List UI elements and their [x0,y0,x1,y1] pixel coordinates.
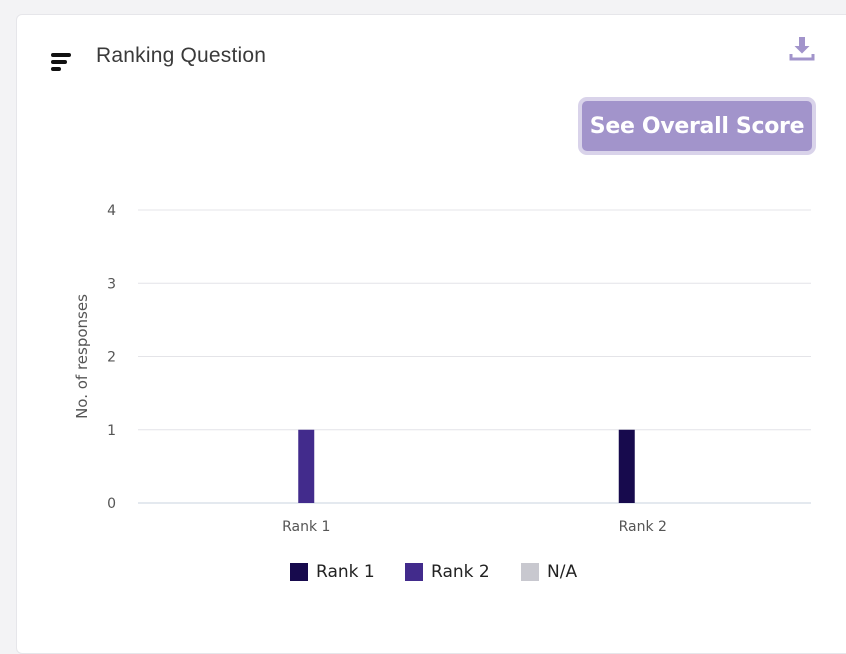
x-tick-label: Rank 2 [619,519,667,535]
x-tick-label: Rank 1 [282,519,330,535]
legend-swatch [405,563,423,581]
legend-label: N/A [547,562,578,582]
legend-label: Rank 1 [316,562,375,582]
y-tick-label: 4 [107,203,116,219]
see-overall-score-button[interactable]: See Overall Score [578,97,816,155]
bar-chart: 0 1 2 3 4 Rank 1 Rank 2 No. of responses [73,203,811,535]
bar-rank-1-rank-2[interactable] [298,429,315,503]
y-tick-label: 1 [107,423,116,439]
bars [298,429,635,503]
chart-title: Ranking Question [96,44,267,67]
gridlines [138,209,811,504]
download-icon[interactable] [788,34,816,62]
legend-item-rank-2[interactable]: Rank 2 [405,562,490,582]
bar-rank-2-rank-1[interactable] [618,429,635,503]
legend-swatch [521,563,539,581]
legend-item-n-a[interactable]: N/A [521,562,577,582]
legend-swatch [290,563,308,581]
legend: Rank 1 Rank 2 N/A [0,562,846,586]
see-overall-score-label: See Overall Score [589,113,805,139]
x-tick-labels: Rank 1 Rank 2 [282,519,667,535]
y-axis-label: No. of responses [73,294,91,419]
legend-item-rank-1[interactable]: Rank 1 [290,562,375,582]
y-tick-label: 3 [107,276,116,292]
sort-lines-icon [51,53,73,73]
y-tick-label: 2 [107,350,116,366]
y-tick-labels: 0 1 2 3 4 [107,203,116,512]
legend-label: Rank 2 [431,562,490,582]
y-tick-label: 0 [107,496,116,512]
